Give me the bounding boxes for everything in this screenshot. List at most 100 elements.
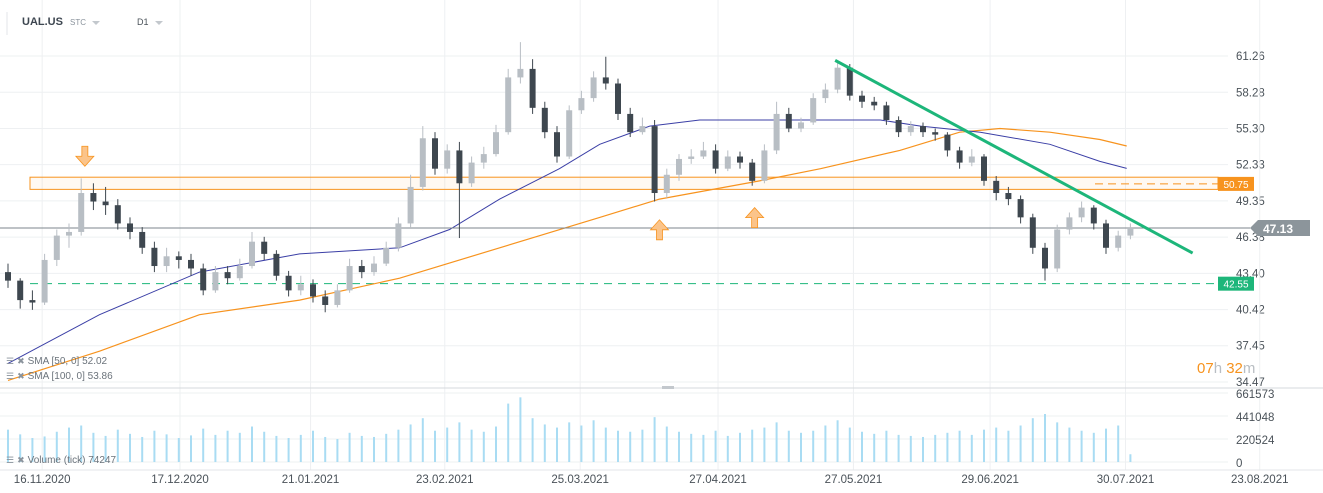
volume-bar bbox=[495, 426, 497, 462]
candle-body bbox=[53, 235, 60, 260]
candle-body bbox=[505, 77, 512, 133]
candle-body bbox=[785, 113, 792, 129]
volume-bar bbox=[1044, 414, 1046, 462]
candle-body bbox=[1005, 193, 1012, 200]
close-icon[interactable]: ✖ bbox=[17, 455, 25, 465]
price-tick-label: 40.42 bbox=[1236, 305, 1265, 317]
volume-bar bbox=[592, 420, 595, 462]
candle-body bbox=[236, 266, 243, 279]
resistance-tag bbox=[1218, 176, 1254, 191]
settings-icon[interactable]: ☰ bbox=[6, 455, 15, 465]
pane-resize-handle[interactable] bbox=[662, 386, 674, 389]
volume-bar bbox=[116, 429, 119, 462]
volume-tick-label: 0 bbox=[1236, 458, 1242, 470]
candle-body bbox=[151, 247, 158, 267]
date-tick-label: 30.07.2021 bbox=[1097, 474, 1155, 486]
volume-bar bbox=[543, 424, 546, 462]
candle-body bbox=[273, 253, 280, 276]
instrument-type-dropdown[interactable]: STC bbox=[70, 18, 100, 27]
candle-body bbox=[956, 150, 963, 163]
volume-bar bbox=[580, 425, 583, 462]
volume-bar bbox=[909, 435, 912, 462]
candle-body bbox=[602, 77, 609, 84]
legend-sma50: ☰ ✖ SMA [50, 0] 52.02 bbox=[6, 356, 107, 367]
volume-bar bbox=[507, 403, 510, 462]
volume-bar bbox=[324, 436, 327, 462]
candle-body bbox=[407, 186, 414, 224]
candle-body bbox=[456, 150, 463, 184]
volume-bar bbox=[68, 427, 70, 462]
volume-bar bbox=[995, 427, 998, 462]
volume-bar bbox=[556, 427, 558, 462]
candle-body bbox=[5, 272, 11, 281]
volume-bar bbox=[873, 433, 876, 462]
candle-body bbox=[627, 113, 634, 133]
volume-bar bbox=[1068, 427, 1071, 462]
arrow-up-icon bbox=[744, 207, 765, 229]
volume-bar bbox=[702, 434, 705, 462]
candle-body bbox=[419, 138, 426, 187]
volume-bar bbox=[360, 435, 363, 462]
candle-body bbox=[883, 105, 890, 121]
price-tick-label: 52.33 bbox=[1236, 160, 1265, 172]
support-tag-label: 42.55 bbox=[1223, 280, 1248, 291]
candle-body bbox=[480, 154, 487, 163]
resistance-zone[interactable] bbox=[29, 176, 1219, 190]
candle-body bbox=[444, 150, 451, 169]
candle-body bbox=[322, 296, 329, 305]
date-tick-label: 16.11.2020 bbox=[14, 474, 71, 486]
candle-body bbox=[993, 180, 1000, 194]
settings-icon[interactable]: ☰ bbox=[6, 356, 15, 366]
volume-bar bbox=[312, 430, 314, 462]
candle-body bbox=[737, 156, 743, 163]
volume-bar bbox=[104, 435, 107, 462]
candle-body bbox=[749, 162, 756, 181]
interval-dropdown[interactable]: D1 bbox=[137, 17, 163, 27]
trendline[interactable] bbox=[834, 59, 1194, 255]
legend-volume: ☰ ✖ Volume (tick) 74247 bbox=[6, 455, 116, 466]
volume-tick-label: 220524 bbox=[1236, 435, 1275, 447]
volume-bar bbox=[690, 433, 693, 462]
candle-body bbox=[871, 101, 878, 106]
date-tick-label: 27.05.2021 bbox=[825, 474, 883, 486]
volume-bar bbox=[43, 436, 46, 462]
candle-body bbox=[981, 156, 987, 181]
close-icon[interactable]: ✖ bbox=[17, 371, 25, 381]
volume-bar bbox=[836, 420, 839, 462]
volume-bar bbox=[824, 425, 827, 462]
candle-body bbox=[920, 126, 926, 133]
candle-body bbox=[712, 150, 719, 169]
candle-body bbox=[346, 266, 353, 291]
volume-bar bbox=[775, 422, 778, 462]
candle-body bbox=[615, 83, 621, 114]
candle-body bbox=[41, 259, 48, 303]
candle-body bbox=[529, 68, 536, 108]
volume-bar bbox=[1007, 430, 1010, 462]
candle-body bbox=[810, 98, 817, 123]
volume-bar bbox=[800, 432, 802, 462]
candle-body bbox=[66, 231, 72, 236]
close-icon[interactable]: ✖ bbox=[17, 356, 25, 366]
volume-bar bbox=[763, 427, 766, 462]
volume-bar bbox=[751, 429, 754, 462]
candle-body bbox=[310, 284, 316, 297]
volume-bar bbox=[92, 432, 95, 462]
volume-bar bbox=[653, 417, 656, 462]
volume-bar bbox=[31, 438, 34, 462]
candle-body bbox=[334, 290, 341, 305]
volume-bar bbox=[434, 430, 436, 462]
candle-body bbox=[895, 120, 902, 133]
volume-bar bbox=[214, 434, 217, 462]
candle-timer: 07h 32m bbox=[1197, 360, 1255, 377]
timer-h: h bbox=[1213, 360, 1223, 377]
volume-bar bbox=[373, 436, 375, 462]
candle-body bbox=[541, 107, 548, 133]
volume-bar bbox=[397, 429, 400, 462]
volume-bar bbox=[458, 422, 461, 462]
candle-body bbox=[554, 132, 560, 157]
settings-icon[interactable]: ☰ bbox=[6, 371, 15, 381]
candle-body bbox=[175, 256, 182, 260]
volume-bar bbox=[129, 433, 131, 462]
volume-bar bbox=[519, 397, 522, 462]
